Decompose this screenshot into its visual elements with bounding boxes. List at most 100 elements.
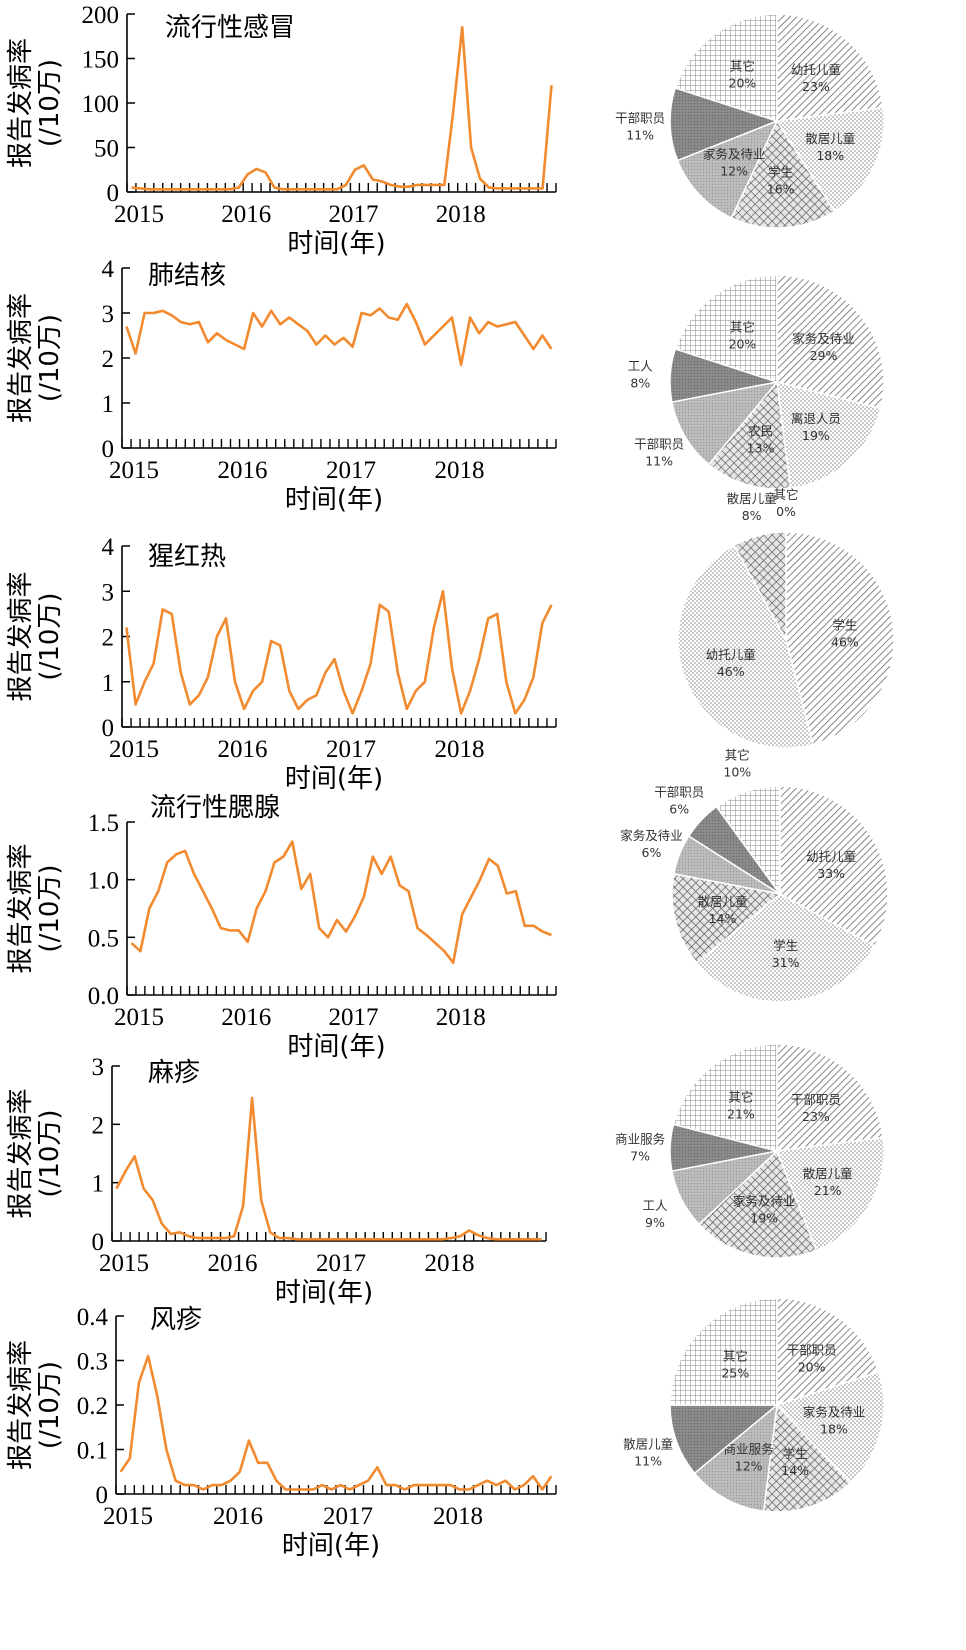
pie-chart-5: 干部职员 23% 散居儿童 21% 家务及待业 19% 工人 9% 商业服务 7% 其它 21% [615, 1043, 885, 1259]
pie-slice-label: 学生 [773, 938, 798, 953]
pie-slice [677, 544, 814, 749]
pie-slice-label: 商业服务 [615, 1132, 665, 1147]
y-tick-label: 2 [102, 625, 115, 652]
y-axis-title-line1: 报告发病率 [6, 1088, 36, 1218]
pie-slice-label: 学生 [783, 1446, 808, 1461]
y-tick-label: 3 [102, 301, 115, 328]
pie-slice-percent: 29% [810, 348, 838, 363]
pie-slice-label: 干部职员 [787, 1342, 837, 1357]
y-tick-label: 0.5 [88, 925, 119, 952]
series-line [130, 840, 552, 965]
series-line [119, 1354, 553, 1491]
chart-title: 流行性感冒 [165, 13, 295, 43]
pie-slice-percent: 18% [820, 1422, 848, 1437]
pie-slice-percent: 31% [772, 955, 800, 970]
pie-slice-label: 工人 [628, 358, 654, 373]
x-year-label: 2016 [221, 1004, 271, 1031]
y-axis-title-line2: (/10万) [35, 59, 65, 147]
pie-slice-percent: 33% [817, 866, 845, 881]
y-axis-title-line1: 报告发病率 [6, 1340, 36, 1470]
pie-slice-label: 散居儿童 [697, 894, 747, 909]
x-year-label: 2016 [221, 201, 271, 228]
x-year-label: 2017 [323, 1503, 373, 1530]
pie-slice [674, 13, 778, 123]
y-tick-label: 0 [92, 1229, 105, 1256]
pie-chart-4: 幼托儿童 33% 学生 31% 散居儿童 14% 家务及待业 6% 干部职员 6% 其它 10% [620, 748, 889, 1003]
y-tick-label: 1.5 [88, 810, 119, 837]
pie-slice-percent: 10% [723, 765, 751, 780]
pie-slice-percent: 20% [729, 336, 757, 351]
pie-slice [672, 1043, 778, 1152]
y-axis-title-line2: (/10万) [35, 1109, 65, 1197]
y-tick-label: 0 [107, 180, 120, 207]
x-year-label: 2018 [435, 457, 485, 484]
pie-chart-3: 学生 46% 幼托儿童 46% 散居儿童 8% 其它 0% [677, 487, 895, 749]
pie-slice [776, 1043, 884, 1152]
pie-slice-percent: 12% [720, 163, 748, 178]
pie-slice-label: 散居儿童 [727, 491, 777, 506]
x-year-label: 2017 [326, 457, 376, 484]
series-line [125, 589, 553, 715]
series-line [125, 302, 553, 367]
pie-slice-label: 家务及待业 [803, 1405, 866, 1420]
pie-slice [776, 1297, 880, 1407]
y-tick-label: 2 [102, 346, 115, 373]
y-tick-label: 0.1 [77, 1438, 108, 1465]
pie-slice [715, 785, 781, 897]
pie-slice-label: 散居儿童 [805, 131, 855, 146]
y-tick-label: 0 [102, 436, 115, 463]
x-year-label: 2018 [425, 1250, 475, 1277]
pie-slice-percent: 25% [721, 1365, 749, 1380]
pie-slice [669, 1404, 780, 1475]
y-axis-title-line2: (/10万) [35, 592, 65, 680]
pie-slice-percent: 11% [626, 127, 654, 142]
pie-slice-label: 学生 [832, 618, 857, 633]
y-tick-label: 0 [102, 715, 115, 742]
x-year-label: 2015 [103, 1503, 153, 1530]
pie-slice-percent: 12% [735, 1459, 763, 1474]
pie-slice-label: 家务及待业 [703, 146, 766, 161]
pie-slice [671, 872, 782, 964]
pie-slice [776, 380, 882, 489]
pie-slice-percent: 6% [642, 845, 662, 860]
x-year-label: 2015 [109, 736, 159, 763]
x-year-label: 2018 [433, 1503, 483, 1530]
x-year-label: 2015 [109, 457, 159, 484]
y-tick-label: 3 [92, 1054, 105, 1081]
x-year-label: 2017 [316, 1250, 366, 1277]
pie-slice-percent: 13% [747, 441, 775, 456]
x-year-label: 2017 [329, 201, 379, 228]
x-year-label: 2015 [99, 1250, 149, 1277]
y-axis-title-line1: 报告发病率 [6, 293, 36, 423]
line-chart-1: 0 50 100 150 200 2015 2016 2017 2018 时间(年) 报告发病率 (/… [6, 2, 557, 259]
x-axis-title: 时间(年) [287, 229, 385, 259]
line-chart-6: 0 0.1 0.2 0.3 0.4 2015 2016 2017 2018 时间(年) 报告发病率(… [6, 1304, 557, 1561]
pie-slice-label: 幼托儿童 [791, 62, 841, 77]
pie-slice-percent: 14% [781, 1463, 809, 1478]
x-year-label: 2016 [218, 736, 268, 763]
pie-slice-label: 干部职员 [634, 437, 684, 452]
x-year-label: 2015 [114, 1004, 164, 1031]
pie-slice [775, 1136, 885, 1252]
pie-slice [707, 380, 792, 490]
pie-slice-percent: 6% [669, 801, 689, 816]
line-chart-2: 0 1 2 3 4 2015 2016 2017 2018 时间(年) 报告发病率 (/10万) 肺结核 [6, 256, 557, 515]
y-tick-label: 0.2 [77, 1393, 108, 1420]
pie-slice-label: 学生 [768, 165, 793, 180]
pie-slice-label: 家务及待业 [620, 828, 683, 843]
series-line [115, 1096, 542, 1241]
pie-slice-label: 农民 [748, 424, 773, 439]
y-tick-label: 3 [102, 579, 115, 606]
pie-slice [693, 1403, 778, 1512]
x-year-label: 2017 [326, 736, 376, 763]
pie-slice-percent: 8% [630, 375, 650, 390]
line-chart-5: 0 1 2 3 2015 2016 2017 2018 时间(年) 报告发病率 (/10万) 麻疹 [6, 1054, 547, 1308]
pie-slice [669, 1297, 778, 1406]
pie-slice-label: 散居儿童 [803, 1166, 853, 1181]
y-tick-label: 0 [96, 1482, 109, 1509]
pie-slice-label: 其它 [730, 319, 755, 334]
pie-slice [779, 785, 889, 948]
pie-slice-label: 干部职员 [615, 110, 665, 125]
pie-slice-percent: 8% [742, 508, 762, 523]
